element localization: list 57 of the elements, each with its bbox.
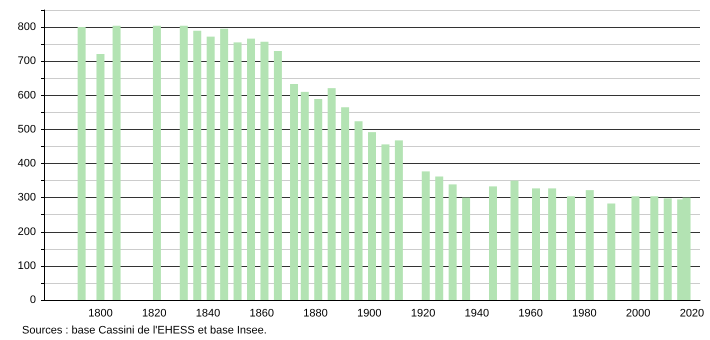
bar <box>234 42 242 300</box>
bar <box>290 84 298 300</box>
y-tick-label: 800 <box>18 21 36 34</box>
bar <box>341 107 350 300</box>
bar <box>220 28 228 300</box>
bar <box>381 144 390 300</box>
x-tick-label: 1800 <box>88 308 113 320</box>
bar <box>314 99 322 300</box>
bar <box>368 132 376 300</box>
y-tick-label: 700 <box>18 55 36 68</box>
bar <box>394 140 403 300</box>
x-tick-label: 1900 <box>357 308 382 320</box>
bar <box>96 54 104 300</box>
x-tick-label: 1880 <box>303 308 328 320</box>
bar <box>152 26 161 300</box>
bar <box>548 188 556 300</box>
bar <box>664 198 672 300</box>
y-tick-label: 400 <box>18 158 36 170</box>
x-tick-label: 1980 <box>572 308 597 320</box>
x-tick-label: 1960 <box>518 308 543 320</box>
bar <box>510 180 518 300</box>
bar <box>206 36 215 300</box>
y-tick-label: 0 <box>30 294 36 306</box>
x-tick-label: 1860 <box>250 308 274 320</box>
bar <box>532 188 540 300</box>
y-tick-label: 600 <box>18 89 36 102</box>
x-tick-label: 1820 <box>142 308 166 320</box>
bar <box>586 190 594 300</box>
bar <box>650 196 658 300</box>
bar <box>328 88 336 300</box>
bar <box>354 121 363 300</box>
bar <box>488 186 497 300</box>
x-tick-label: 2020 <box>680 308 704 320</box>
bar <box>566 196 575 300</box>
x-tick-label: 1840 <box>196 308 220 320</box>
bar <box>247 38 256 300</box>
x-tick-label: 1920 <box>410 308 436 320</box>
bar <box>180 26 188 300</box>
bar <box>462 198 470 300</box>
bar <box>607 203 616 300</box>
bar <box>631 196 640 300</box>
bar <box>274 50 282 300</box>
bar <box>435 176 444 300</box>
bar <box>448 184 457 300</box>
y-tick-label: 500 <box>18 123 36 136</box>
source-note: Sources : base Cassini de l'EHESS et base Insee. <box>22 324 267 336</box>
y-tick-label: 100 <box>18 260 36 272</box>
y-tick-label: 200 <box>18 226 36 238</box>
bar <box>300 92 309 300</box>
x-tick-label: 2000 <box>626 308 650 320</box>
bar <box>193 30 202 300</box>
bar <box>422 171 430 300</box>
x-tick-label: 1940 <box>464 308 490 320</box>
bar <box>260 42 268 300</box>
y-tick-label: 300 <box>18 192 36 204</box>
bar <box>112 26 121 300</box>
bar <box>78 27 86 300</box>
